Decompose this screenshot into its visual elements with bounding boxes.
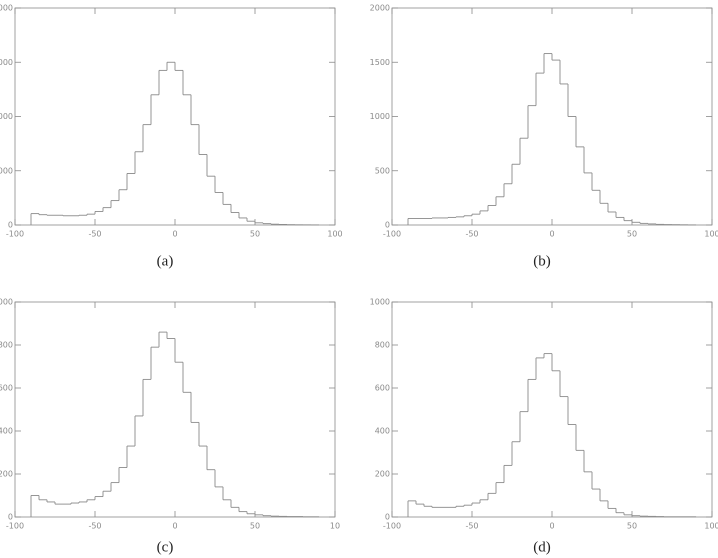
plot-frame	[14, 301, 336, 518]
plot-frame	[14, 7, 336, 226]
y-tick-label: 0	[8, 221, 13, 230]
y-tick-label: 0	[385, 221, 390, 230]
y-tick-label: 400	[0, 427, 13, 436]
x-tick-label: 0	[549, 230, 554, 239]
y-tick-label: 1500	[370, 58, 390, 67]
y-tick-label: 800	[375, 341, 390, 350]
y-tick-label: 2000	[0, 112, 13, 121]
caption: (a)	[157, 253, 174, 269]
x-tick-label: 50	[250, 230, 260, 239]
y-tick-label: 1000	[0, 298, 13, 307]
x-tick-label: 0	[172, 522, 177, 531]
plot-frame	[391, 7, 713, 226]
x-tick-label: -100	[383, 522, 401, 531]
x-tick-label: 10	[330, 522, 340, 531]
histogram-outline	[30, 332, 320, 517]
y-tick-label: 400	[375, 427, 390, 436]
x-tick-label: 50	[627, 230, 637, 239]
x-tick-label: 100	[704, 230, 718, 239]
y-tick-label: 0	[8, 513, 13, 522]
x-tick-label: -50	[465, 522, 478, 531]
y-tick-label: 600	[0, 384, 13, 393]
x-tick-label: -50	[465, 230, 478, 239]
y-tick-label: 3000	[0, 58, 13, 67]
x-tick-label: 100	[327, 230, 342, 239]
caption: (b)	[533, 253, 551, 269]
x-tick-label: 0	[549, 522, 554, 531]
y-tick-label: 0	[385, 513, 390, 522]
x-tick-label: -100	[6, 522, 24, 531]
histogram-outline	[407, 353, 697, 517]
y-tick-label: 1000	[370, 298, 390, 307]
y-tick-label: 500	[375, 166, 390, 175]
y-tick-label: 600	[375, 384, 390, 393]
x-tick-label: 50	[627, 522, 637, 531]
y-tick-label: 2000	[370, 4, 390, 13]
plot-frame	[391, 301, 713, 518]
caption: (d)	[533, 539, 551, 555]
y-tick-label: 200	[0, 470, 13, 479]
y-tick-label: 1000	[0, 166, 13, 175]
y-tick-label: 200	[375, 470, 390, 479]
x-tick-label: -100	[6, 230, 24, 239]
y-tick-label: 800	[0, 341, 13, 350]
x-tick-label: -100	[383, 230, 401, 239]
y-tick-label: 4000	[0, 4, 13, 13]
x-tick-label: -50	[88, 230, 101, 239]
y-tick-label: 1000	[370, 112, 390, 121]
x-tick-label: -50	[88, 522, 101, 531]
caption: (c)	[157, 539, 174, 555]
histogram-outline	[30, 62, 320, 225]
x-tick-label: 50	[250, 522, 260, 531]
x-tick-label: 0	[172, 230, 177, 239]
histogram-outline	[407, 53, 697, 225]
x-tick-label: 100	[704, 522, 718, 531]
